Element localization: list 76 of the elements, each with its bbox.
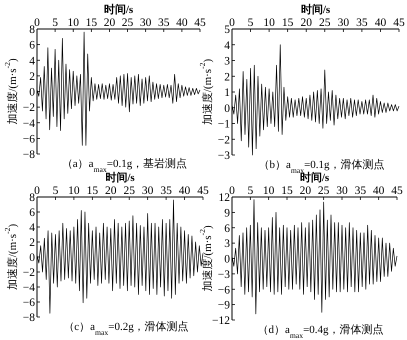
x-tick-label: 30	[140, 17, 152, 29]
y-tick-label: 0	[29, 86, 36, 98]
x-tick-label: 10	[263, 17, 276, 29]
y-tick-label: 3	[224, 238, 230, 250]
y-tick-label: 8	[29, 192, 36, 204]
x-tick-label: 5	[247, 185, 254, 197]
y-tick-label: 12	[218, 192, 230, 204]
y-tick-label: −4	[22, 282, 36, 294]
x-tick-label: 10	[68, 185, 80, 197]
y-tick-label: −8	[22, 312, 36, 324]
x-tick-label: 30	[142, 185, 154, 197]
x-tick-label: 45	[391, 185, 403, 197]
x-tick-label: 10	[262, 185, 275, 197]
x-axis-title: 时间/s	[300, 3, 331, 16]
x-tick-label: 30	[336, 185, 348, 197]
y-tick-label: −6	[22, 133, 36, 146]
y-tick-label: −8	[22, 149, 36, 161]
y-tick-label: 6	[224, 222, 230, 235]
y-tick-label: 2	[29, 70, 36, 83]
x-tick-label: 30	[338, 17, 350, 29]
x-tick-label: 40	[176, 17, 188, 29]
x-tick-label: 45	[194, 17, 206, 29]
y-tick-label: −9	[218, 300, 230, 312]
y-tick-label: 6	[29, 207, 36, 219]
x-tick-label: 35	[158, 17, 170, 29]
y-tick-label: 4	[29, 55, 36, 68]
x-tick-label: 15	[282, 17, 294, 29]
x-axis-title: 时间/s	[105, 171, 136, 184]
y-tick-label: 6	[29, 40, 36, 52]
text: （d）a$_{max}$=0.4g，滑体测点	[257, 323, 384, 340]
y-tick-label: −2	[22, 102, 36, 114]
x-tick-label: 40	[372, 185, 385, 197]
x-tick-label: 10	[67, 17, 80, 29]
x-axis-title: 时间/s	[104, 3, 134, 16]
x-tick-label: 20	[300, 17, 312, 29]
x-tick-label: 5	[52, 185, 59, 197]
text: （c）a$_{max}$=0.2g，滑体测点	[63, 320, 189, 336]
y-tick-label: 2	[224, 71, 230, 84]
y-tick-label: −4	[22, 118, 36, 130]
y-tick-label: −1	[218, 118, 230, 130]
y-tick-label: 8	[29, 24, 36, 36]
x-tick-label: 25	[319, 17, 331, 29]
x-tick-label: 25	[122, 17, 134, 29]
y-tick-label: 0	[224, 102, 230, 115]
x-tick-label: 15	[86, 185, 98, 197]
y-tick-label: 0	[224, 254, 230, 266]
x-tick-label: 25	[123, 185, 136, 197]
x-tick-label: 35	[160, 185, 172, 197]
x-tick-label: 35	[356, 17, 368, 29]
x-tick-label: 5	[248, 17, 254, 29]
y-tick-label: 4	[29, 222, 36, 234]
y-tick-label: 3	[224, 56, 230, 68]
x-tick-label: 20	[104, 17, 116, 29]
y-tick-label: 0	[29, 252, 36, 264]
y-tick-label: −3	[218, 150, 230, 162]
x-tick-label: 40	[374, 17, 386, 29]
x-tick-label: 45	[393, 17, 405, 29]
y-tick-label: 1	[224, 87, 230, 99]
x-tick-label: 20	[105, 185, 117, 197]
x-tick-label: 20	[300, 185, 312, 197]
x-tick-label: 25	[318, 185, 330, 197]
y-tick-label: −2	[22, 267, 36, 279]
y-tick-label: −3	[218, 268, 230, 281]
y-tick-label: 9	[224, 207, 230, 220]
y-tick-label: −6	[22, 297, 36, 309]
y-tick-label: −2	[218, 134, 230, 146]
x-tick-label: 40	[178, 185, 191, 197]
x-tick-label: 15	[281, 185, 293, 197]
y-tick-label: −12	[212, 315, 230, 327]
x-tick-label: 45	[197, 185, 209, 197]
y-tick-label: 4	[224, 40, 230, 52]
x-tick-label: 35	[354, 185, 366, 197]
y-tick-label: 2	[29, 237, 36, 249]
x-tick-label: 15	[86, 17, 98, 29]
x-tick-label: 5	[52, 17, 58, 29]
y-tick-label: −6	[218, 284, 230, 296]
